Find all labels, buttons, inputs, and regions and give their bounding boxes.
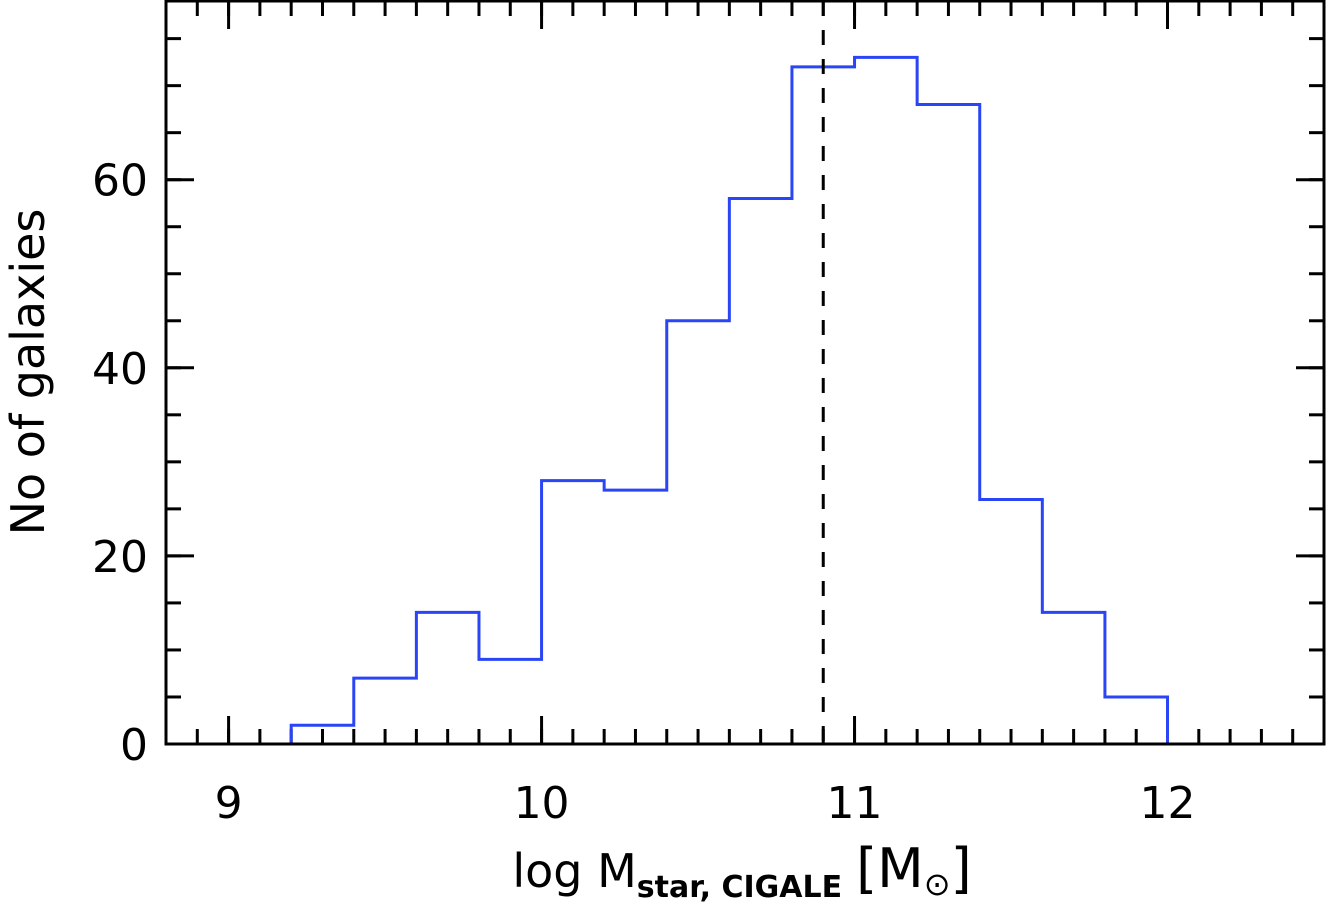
y-tick-label: 40 xyxy=(92,344,148,395)
x-tick-label: 9 xyxy=(215,778,243,829)
x-minor-ticks-bottom xyxy=(164,729,1326,744)
y-tick-label: 20 xyxy=(92,532,148,583)
tick-labels: 9 10 11 12 0 20 40 60 xyxy=(92,156,1196,829)
histogram-step-line xyxy=(259,55,1199,746)
y-tick-label: 0 xyxy=(120,720,148,771)
x-tick-label: 11 xyxy=(827,778,883,829)
x-tick-label: 10 xyxy=(514,778,570,829)
x-tick-label: 12 xyxy=(1140,778,1196,829)
axes-frame xyxy=(164,0,1326,746)
y-minor-ticks-right xyxy=(1309,37,1324,746)
y-minor-ticks-left xyxy=(166,37,181,746)
svg-text:log Mstar, CIGALE[M⊙]: log Mstar, CIGALE [M⊙] xyxy=(512,837,971,902)
x-axis-label: log Mstar, CIGALE [M⊙] xyxy=(512,837,971,902)
x-minor-ticks-top xyxy=(164,1,1326,16)
y-tick-label: 60 xyxy=(92,156,148,207)
y-axis-label: No of galaxies xyxy=(1,209,55,536)
major-ticks xyxy=(166,1,1324,746)
